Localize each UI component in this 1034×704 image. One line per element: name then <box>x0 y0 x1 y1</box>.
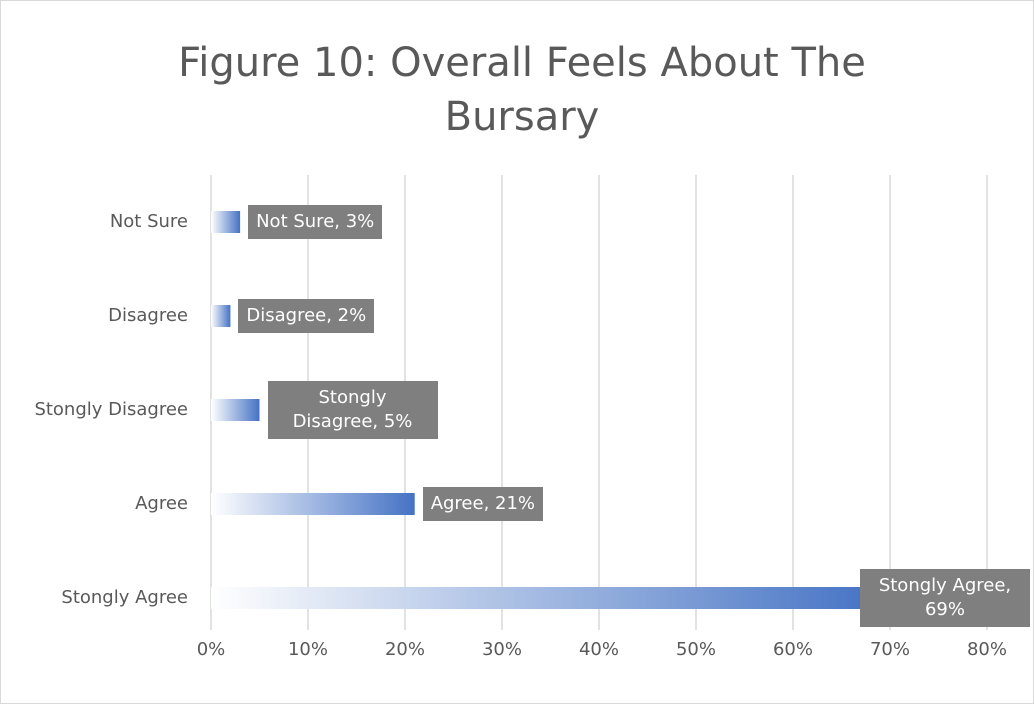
y-tick-label: Stongly Disagree <box>34 399 188 420</box>
bar <box>211 399 260 421</box>
y-tick-label: Not Sure <box>110 211 188 232</box>
data-label: Not Sure, 3% <box>248 205 383 239</box>
x-tick-label: 60% <box>773 639 813 660</box>
x-tick-label: 40% <box>579 639 619 660</box>
x-tick-label: 30% <box>482 639 522 660</box>
x-tick-label: 0% <box>197 639 226 660</box>
data-label: Disagree, 2% <box>238 299 375 333</box>
y-tick-label: Agree <box>135 493 188 514</box>
x-tick-label: 50% <box>676 639 716 660</box>
data-label: Stongly Disagree, 5% <box>267 381 438 439</box>
y-tick-label: Stongly Agree <box>61 587 188 608</box>
chart-title: Figure 10: Overall Feels About The Bursa… <box>178 40 866 140</box>
x-tick-label: 70% <box>870 639 910 660</box>
x-tick-label: 20% <box>385 639 425 660</box>
bar <box>211 493 415 515</box>
bar <box>211 211 241 233</box>
bar <box>211 587 881 609</box>
bar <box>211 305 231 327</box>
x-tick-label: 10% <box>288 639 328 660</box>
data-label: Stongly Agree, 69% <box>860 569 1030 627</box>
x-tick-label: 80% <box>967 639 1007 660</box>
y-tick-label: Disagree <box>108 305 188 326</box>
data-label: Agree, 21% <box>422 487 544 521</box>
